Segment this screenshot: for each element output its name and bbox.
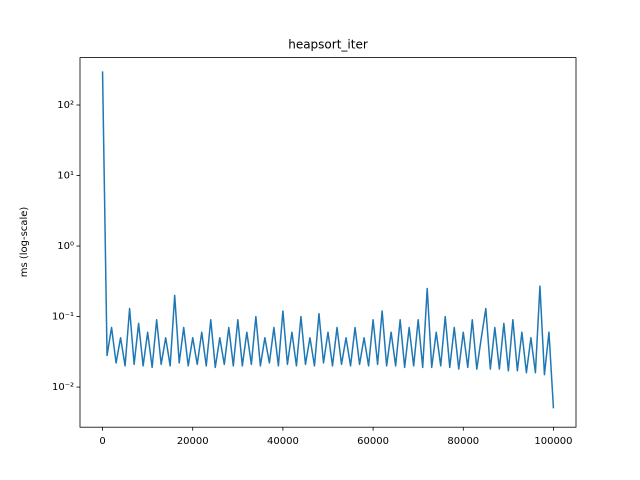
- plot-frame: [79, 57, 577, 428]
- x-tick-label: 80000: [447, 436, 479, 447]
- y-tick-label: 10⁻²: [52, 382, 74, 393]
- y-tick-label: 10²: [57, 100, 74, 111]
- x-tick-label: 0: [99, 436, 105, 447]
- x-tick-label: 60000: [357, 436, 389, 447]
- y-tick-label: 10¹: [57, 171, 74, 182]
- x-tick-label: 100000: [534, 436, 572, 447]
- x-tick-label: 20000: [177, 436, 209, 447]
- y-tick-label: 10⁰: [57, 241, 74, 252]
- data-line: [101, 71, 555, 409]
- x-tick-label: 40000: [267, 436, 299, 447]
- y-tick-label: 10⁻¹: [52, 312, 74, 323]
- chart-title: heapsort_iter: [288, 38, 368, 52]
- y-axis-label: ms (log-scale): [19, 207, 30, 278]
